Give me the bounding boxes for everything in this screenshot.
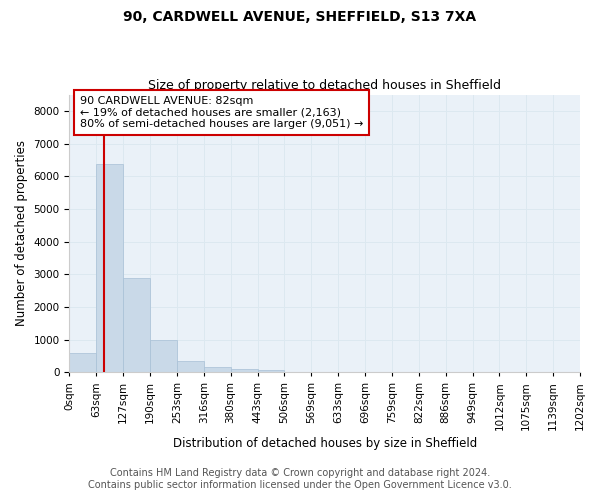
Bar — [230, 369, 257, 372]
Bar — [204, 367, 230, 372]
Bar — [257, 370, 284, 372]
Y-axis label: Number of detached properties: Number of detached properties — [15, 140, 28, 326]
Bar — [150, 340, 177, 372]
Text: 90, CARDWELL AVENUE, SHEFFIELD, S13 7XA: 90, CARDWELL AVENUE, SHEFFIELD, S13 7XA — [124, 10, 476, 24]
X-axis label: Distribution of detached houses by size in Sheffield: Distribution of detached houses by size … — [173, 437, 477, 450]
Title: Size of property relative to detached houses in Sheffield: Size of property relative to detached ho… — [148, 79, 501, 92]
Bar — [177, 360, 204, 372]
Text: 90 CARDWELL AVENUE: 82sqm
← 19% of detached houses are smaller (2,163)
80% of se: 90 CARDWELL AVENUE: 82sqm ← 19% of detac… — [80, 96, 363, 129]
Text: Contains HM Land Registry data © Crown copyright and database right 2024.
Contai: Contains HM Land Registry data © Crown c… — [88, 468, 512, 490]
Bar — [70, 354, 96, 372]
Bar — [123, 278, 150, 372]
Bar — [96, 164, 123, 372]
